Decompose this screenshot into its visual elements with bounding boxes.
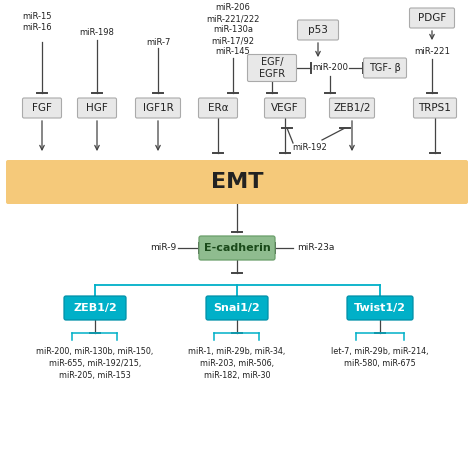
FancyBboxPatch shape [199,98,237,118]
Text: miR-15
miR-16: miR-15 miR-16 [22,12,52,32]
Text: E-cadherin: E-cadherin [204,243,270,253]
Text: miR-9: miR-9 [150,244,176,252]
Text: miR-200, miR-130b, miR-150,
miR-655, miR-192/215,
miR-205, miR-153: miR-200, miR-130b, miR-150, miR-655, miR… [36,347,154,379]
Text: Twist1/2: Twist1/2 [354,303,406,313]
Text: let-7, miR-29b, miR-214,
miR-580, miR-675: let-7, miR-29b, miR-214, miR-580, miR-67… [331,347,429,368]
FancyBboxPatch shape [347,296,413,320]
Text: ZEB1/2: ZEB1/2 [333,103,371,113]
Text: EGF/
EGFR: EGF/ EGFR [259,57,285,79]
FancyBboxPatch shape [22,98,62,118]
Text: TRPS1: TRPS1 [419,103,451,113]
FancyBboxPatch shape [206,296,268,320]
FancyBboxPatch shape [264,98,306,118]
FancyBboxPatch shape [6,160,468,204]
Text: miR-206
miR-221/222
miR-130a
miR-17/92
miR-145: miR-206 miR-221/222 miR-130a miR-17/92 m… [206,3,260,56]
FancyBboxPatch shape [410,8,455,28]
Text: PDGF: PDGF [418,13,446,23]
Text: miR-221: miR-221 [414,48,450,57]
Text: ERα: ERα [208,103,228,113]
Text: TGF- β: TGF- β [369,63,401,73]
FancyBboxPatch shape [199,236,275,260]
Text: miR-200: miR-200 [312,63,348,72]
Text: miR-23a: miR-23a [297,244,335,252]
Text: miR-198: miR-198 [80,28,114,37]
Text: ZEB1/2: ZEB1/2 [73,303,117,313]
FancyBboxPatch shape [364,58,407,78]
Text: miR-192: miR-192 [292,143,328,152]
Text: IGF1R: IGF1R [143,103,173,113]
FancyBboxPatch shape [78,98,117,118]
Text: EMT: EMT [211,172,263,192]
FancyBboxPatch shape [136,98,181,118]
FancyBboxPatch shape [298,20,338,40]
Text: p53: p53 [308,25,328,35]
FancyBboxPatch shape [247,54,297,81]
Text: miR-7: miR-7 [146,38,170,47]
Text: VEGF: VEGF [271,103,299,113]
Text: miR-1, miR-29b, miR-34,
miR-203, miR-506,
miR-182, miR-30: miR-1, miR-29b, miR-34, miR-203, miR-506… [188,347,286,379]
Text: FGF: FGF [32,103,52,113]
FancyBboxPatch shape [64,296,126,320]
FancyBboxPatch shape [329,98,374,118]
Text: Snai1/2: Snai1/2 [214,303,260,313]
Text: HGF: HGF [86,103,108,113]
FancyBboxPatch shape [413,98,456,118]
